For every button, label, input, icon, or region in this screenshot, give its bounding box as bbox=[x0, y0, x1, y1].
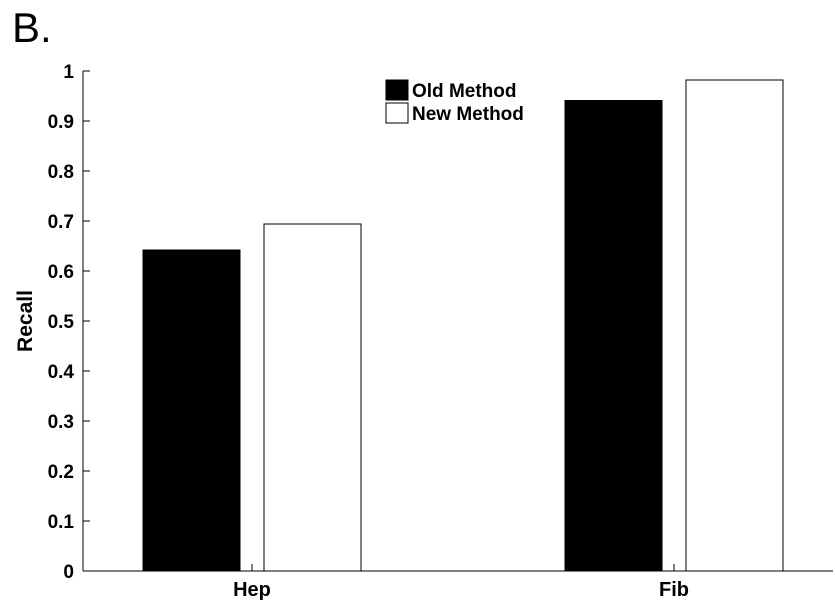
x-tick-label-fib: Fib bbox=[659, 579, 689, 601]
bar-old-method-fib bbox=[564, 100, 663, 572]
legend-label-new-method: New Method bbox=[412, 104, 524, 125]
panel-label: B. bbox=[12, 4, 52, 51]
y-tick-label: 0.2 bbox=[48, 462, 74, 483]
y-tick-label: 0 bbox=[63, 562, 74, 583]
bar-old-method-hep bbox=[142, 249, 241, 572]
y-tick-label: 0.6 bbox=[48, 262, 74, 283]
bar-new-method-hep bbox=[263, 223, 362, 572]
y-tick-label: 1 bbox=[63, 62, 74, 83]
y-tick-label: 0.3 bbox=[48, 412, 74, 433]
chart-axes: 0 0.1 0.2 0.3 0.4 0.5 0.6 0.7 0.8 0.9 1 Recall Hep Fi… bbox=[14, 62, 833, 601]
legend-swatch-new-method bbox=[385, 102, 409, 124]
chart-bars bbox=[142, 79, 784, 572]
legend-swatch-old-method bbox=[385, 79, 409, 101]
y-tick-label: 0.9 bbox=[48, 112, 74, 133]
y-axis-title: Recall bbox=[14, 290, 37, 352]
bar-new-method-fib bbox=[685, 79, 784, 572]
x-tick-label-hep: Hep bbox=[233, 579, 271, 601]
y-tick-label: 0.7 bbox=[48, 212, 74, 233]
y-tick-label: 0.8 bbox=[48, 162, 74, 183]
y-tick-label: 0.1 bbox=[48, 512, 75, 533]
y-tick-label: 0.4 bbox=[48, 362, 75, 383]
legend-label-old-method: Old Method bbox=[412, 81, 516, 102]
y-tick-label: 0.5 bbox=[48, 312, 75, 333]
